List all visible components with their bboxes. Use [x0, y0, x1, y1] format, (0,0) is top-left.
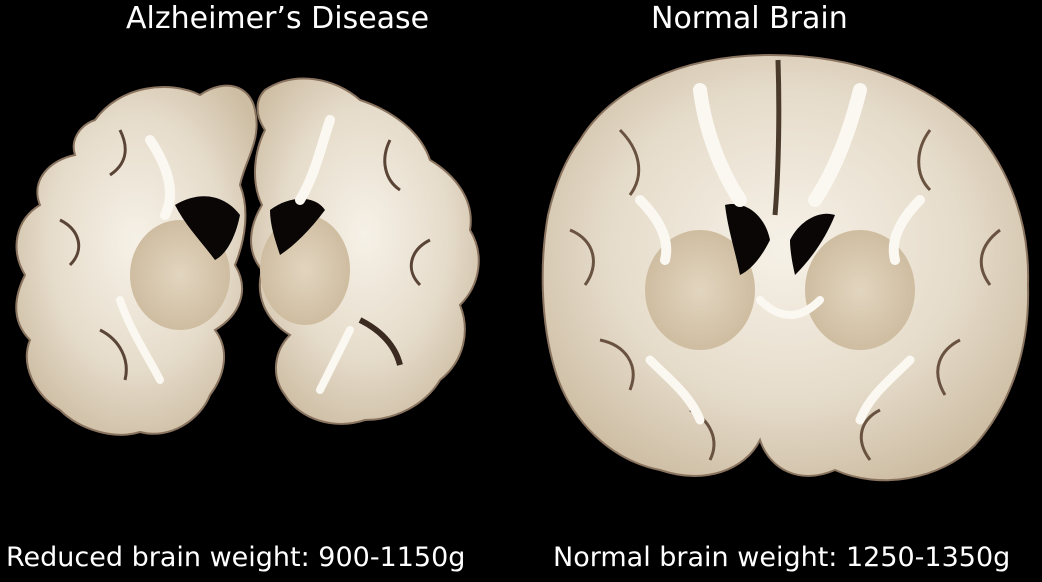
- alzheimers-weight-caption: Reduced brain weight: 900-1150g: [6, 542, 466, 573]
- alzheimers-brain-slice: [15, 77, 480, 436]
- normal-brain-title: Normal Brain: [651, 1, 848, 36]
- normal-brain-slice: [541, 53, 1030, 482]
- normal-weight-caption: Normal brain weight: 1250-1350g: [553, 542, 1011, 573]
- alzheimers-title: Alzheimer’s Disease: [126, 1, 430, 36]
